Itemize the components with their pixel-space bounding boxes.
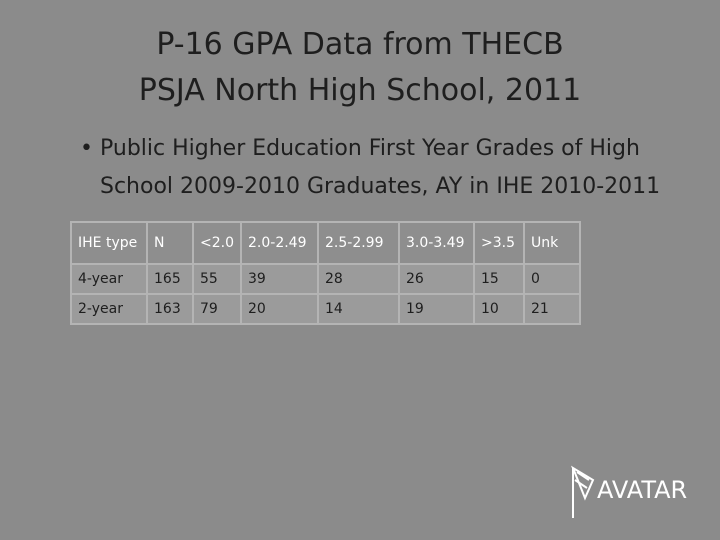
table-cell: 163 [146,293,194,325]
table-cell: 55 [192,263,242,295]
header-cell: 2.0-2.49 [240,221,319,265]
table-row: 4-year 165 55 39 28 26 15 0 [70,263,581,295]
header-cell: 3.0-3.49 [398,221,475,265]
title-line: P-16 GPA Data from THECB [156,27,564,62]
table-row: 2-year 163 79 20 14 19 10 21 [70,293,581,325]
table-cell: 2-year [70,293,148,325]
table-cell: 20 [240,293,319,325]
header-cell: Unk [523,221,581,265]
logo: AVATAR [570,465,687,518]
table-cell: 0 [523,263,581,295]
header-cell: 2.5-2.99 [317,221,400,265]
table-cell: 19 [398,293,475,325]
header-cell: IHE type [70,221,148,265]
title: P-16 GPA Data from THECB PSJA North High… [0,22,720,114]
bullet-line: School 2009-2010 Graduates, AY in IHE 20… [100,174,661,199]
logo-text: AVATAR [597,476,687,504]
header-cell: N [146,221,194,265]
table-cell: 165 [146,263,194,295]
header-cell: >3.5 [473,221,525,265]
logo-icon [570,465,595,518]
bullet-dot: • [80,136,93,161]
table-body: IHE type N <2.0 2.0-2.49 2.5-2.99 3.0-3.49 >3.… [70,221,581,325]
table-cell: 4-year [70,263,148,295]
table-cell: 26 [398,263,475,295]
header-row: IHE type N <2.0 2.0-2.49 2.5-2.99 3.0-3.49 >3.… [70,221,581,265]
table-cell: 10 [473,293,525,325]
table-cell: 14 [317,293,400,325]
bullet-line: Public Higher Education First Year Grade… [100,136,640,161]
table-cell: 79 [192,293,242,325]
table-cell: 39 [240,263,319,295]
table-cell: 15 [473,263,525,295]
table-cell: 21 [523,293,581,325]
table-cell: 28 [317,263,400,295]
grades-table: IHE type N <2.0 2.0-2.49 2.5-2.99 3.0-3.49 >3.… [70,221,581,325]
title-line: PSJA North High School, 2011 [138,73,582,108]
bullet-text: Public Higher Education First Year Grade… [100,130,660,206]
header-cell: <2.0 [192,221,242,265]
